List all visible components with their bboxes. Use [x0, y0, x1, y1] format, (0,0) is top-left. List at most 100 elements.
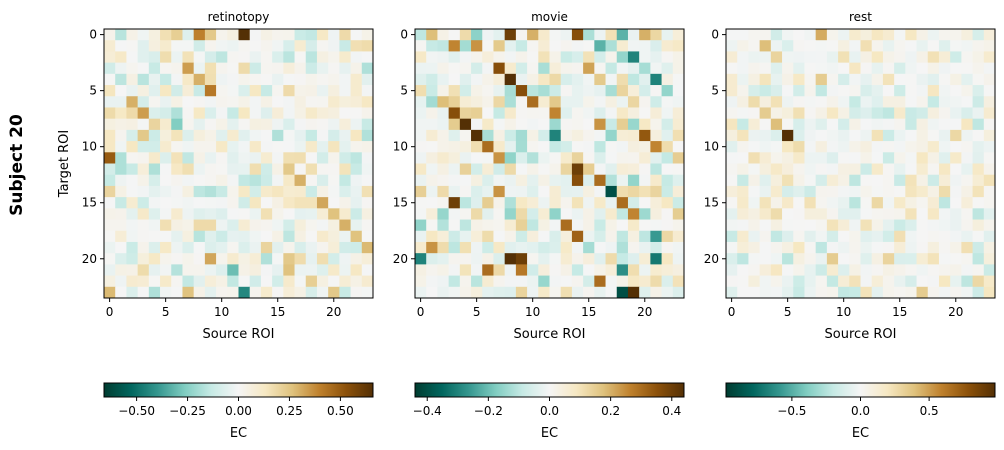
heatmap-cell [560, 241, 573, 254]
heatmap-cell [283, 230, 295, 243]
heatmap-cell [415, 40, 427, 52]
heatmap-cell [283, 141, 295, 153]
heatmap-cell [583, 62, 595, 75]
heatmap-cell [793, 152, 805, 164]
heatmap-cell [594, 96, 606, 108]
heatmap-cell [983, 253, 996, 265]
heatmap-cell [283, 197, 295, 209]
heatmap-cell [804, 253, 817, 265]
x-tick-label: 5 [473, 305, 481, 319]
heatmap-cell [961, 85, 973, 97]
heatmap-cell [339, 208, 351, 220]
heatmap-cell [459, 85, 472, 97]
heatmap-cell [437, 29, 450, 41]
heatmap-cell [737, 51, 749, 64]
heatmap-cell [594, 118, 606, 131]
heatmap-cell [650, 264, 662, 276]
heatmap-cell [415, 230, 427, 243]
heatmap-cell [104, 129, 116, 142]
heatmap-cell [204, 275, 217, 288]
heatmap-cell [661, 275, 674, 288]
heatmap-cell [126, 73, 139, 86]
heatmap-cell [961, 163, 973, 176]
heatmap-cell [605, 96, 618, 108]
heatmap-cell [527, 29, 539, 41]
heatmap-cell [916, 174, 929, 187]
heatmap-cell [661, 185, 674, 198]
heatmap-cell [216, 197, 228, 209]
heatmap-cell [894, 152, 906, 164]
heatmap-cell [437, 241, 450, 254]
heatmap-cell [182, 129, 195, 142]
heatmap-cell [594, 174, 606, 187]
heatmap-cell [126, 141, 139, 153]
heatmap-cell [826, 118, 839, 131]
heatmap-cell [815, 197, 828, 209]
heatmap-cell [426, 286, 438, 299]
heatmap-cell [748, 107, 761, 120]
heatmap-cell [639, 163, 651, 176]
heatmap-cell [950, 141, 962, 153]
heatmap-cell [350, 219, 363, 232]
heatmap-cell [972, 51, 985, 64]
heatmap-cell [137, 73, 150, 86]
heatmap-cell [316, 241, 329, 254]
heatmap-cell [350, 141, 363, 153]
heatmap-cell [770, 107, 783, 120]
heatmap-cell [426, 219, 438, 232]
heatmap-cell [527, 197, 539, 209]
heatmap-cell [272, 96, 284, 108]
heatmap-cell [328, 107, 340, 120]
heatmap-cell [504, 129, 517, 142]
heatmap-cell [471, 286, 483, 299]
heatmap-cell [527, 141, 539, 153]
heatmap-cell [770, 253, 783, 265]
y-axis-label: Target ROI [57, 130, 72, 198]
heatmap-cell [482, 118, 494, 131]
heatmap-cell [882, 62, 895, 75]
heatmap-cell [272, 163, 284, 176]
heatmap-cell [294, 152, 307, 164]
heatmap-cell [759, 29, 772, 41]
heatmap-cell [515, 241, 528, 254]
heatmap-cell [426, 96, 438, 108]
heatmap-cell [815, 174, 828, 187]
heatmap-cell [650, 29, 662, 41]
heatmap-cell [216, 185, 228, 198]
heatmap-cell [305, 118, 318, 131]
heatmap-cell [549, 174, 562, 187]
heatmap-cell [361, 96, 374, 108]
heatmap-cell [316, 129, 329, 142]
heatmap-cell [838, 286, 850, 299]
heatmap-cell [115, 286, 127, 299]
heatmap-cell [927, 275, 940, 288]
heatmap-cell [905, 96, 917, 108]
heatmap-cell [339, 152, 351, 164]
heatmap-cell [882, 96, 895, 108]
heatmap-cell [737, 107, 749, 120]
heatmap-cell [726, 185, 738, 198]
colorbar-ticks: −0.5 0.0 0.5 [777, 397, 939, 418]
heatmap-cell [905, 264, 917, 276]
heatmap-cell [583, 230, 595, 243]
heatmap-cell [328, 51, 340, 64]
heatmap-cell [650, 275, 662, 288]
heatmap-cell [193, 107, 206, 120]
heatmap-cell [961, 286, 973, 299]
heatmap-cell [583, 185, 595, 198]
heatmap-cell [504, 62, 517, 75]
heatmap-cell [415, 29, 427, 41]
heatmap-cell [193, 163, 206, 176]
heatmap-cell [515, 264, 528, 276]
heatmap-cell [905, 230, 917, 243]
heatmap-cell [627, 96, 640, 108]
heatmap-cell [249, 286, 262, 299]
x-tick-label: 10 [836, 305, 851, 319]
heatmap-cell [639, 230, 651, 243]
heatmap-cell [938, 219, 951, 232]
heatmap-cell [227, 141, 239, 153]
heatmap-cell [294, 208, 307, 220]
heatmap-cell [882, 73, 895, 86]
heatmap-cell [437, 219, 450, 232]
